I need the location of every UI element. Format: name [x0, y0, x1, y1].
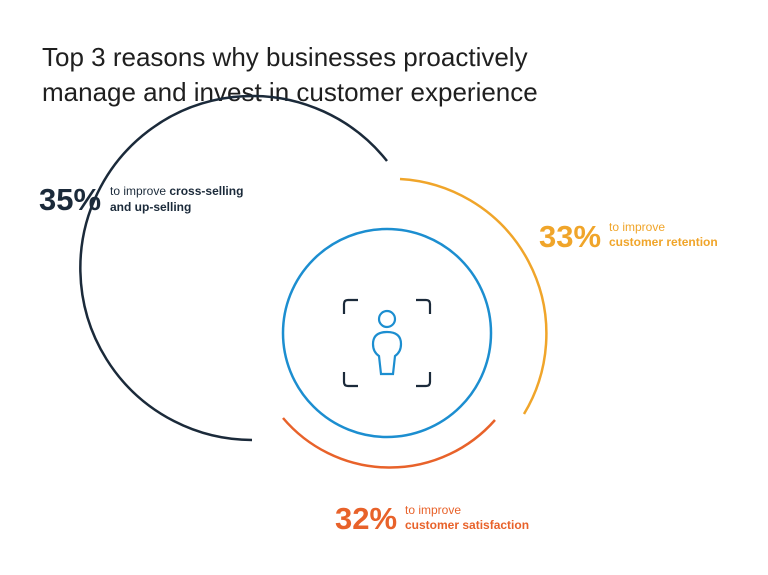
- reason-line: to improve: [405, 503, 461, 517]
- title-line: manage and invest in customer experience: [42, 77, 538, 107]
- title-line: Top 3 reasons why businesses proactively: [42, 42, 528, 72]
- reason-line: and up-selling: [110, 200, 191, 214]
- reason-text: to improve: [110, 184, 166, 198]
- reason-line: customer satisfaction: [405, 518, 529, 532]
- inner-circle: [281, 227, 493, 439]
- frame-icon: [342, 298, 432, 388]
- percent: 32%: [335, 501, 397, 536]
- person-icon: [371, 309, 403, 376]
- arc-red: [282, 417, 496, 469]
- reason-line: to improve cross-selling: [110, 184, 243, 198]
- arc-orange: [399, 177, 548, 415]
- arc-dark: [79, 94, 388, 442]
- reason-line: to improve: [609, 220, 665, 234]
- reason-bold: cross-selling: [169, 184, 243, 198]
- percent: 33%: [539, 219, 601, 254]
- reason-line: customer retention: [609, 235, 718, 249]
- percent: 35%: [39, 182, 101, 217]
